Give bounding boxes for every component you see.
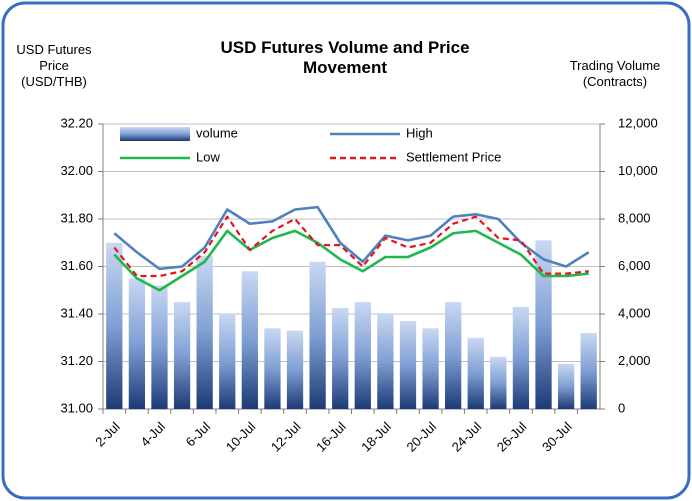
y-tick-label: 31.80 (60, 210, 93, 225)
bar (512, 306, 530, 409)
bar (106, 242, 123, 409)
bar (264, 328, 281, 409)
y-tick-label: 31.40 (60, 305, 93, 320)
bar (354, 302, 371, 409)
bar (241, 271, 258, 409)
line-series (113, 205, 590, 271)
bar (557, 363, 575, 409)
bar (219, 314, 236, 409)
legend-swatch (120, 127, 190, 141)
y2-axis-label: Trading Volume (Contracts) (569, 58, 661, 89)
y-tick-label: 32.20 (60, 115, 93, 130)
y-tick-label: 31.60 (60, 258, 93, 273)
line-series (113, 215, 589, 278)
y2-tick-label: 8,000 (618, 210, 651, 225)
bar (399, 321, 417, 409)
y2-tick-label: 12,000 (618, 115, 658, 130)
y-tick-label: 31.20 (60, 353, 93, 368)
bar (151, 285, 168, 409)
bar (490, 356, 507, 409)
bar (377, 314, 394, 409)
line-series (113, 229, 589, 292)
legend-label: Settlement Price (406, 149, 501, 164)
legend-label: High (406, 125, 433, 140)
y-axis-label: USD Futures Price (USD/THB) (16, 42, 92, 89)
y2-tick-label: 6,000 (618, 258, 651, 273)
bar (535, 240, 552, 409)
y2-tick-label: 2,000 (618, 353, 651, 368)
bar (128, 278, 146, 409)
bar (445, 302, 462, 409)
bar (173, 302, 191, 409)
bar (286, 330, 304, 409)
bar (580, 333, 597, 409)
bar (332, 308, 349, 409)
bar (309, 261, 326, 409)
legend-label: volume (196, 125, 238, 140)
y-tick-label: 31.00 (60, 400, 93, 415)
y2-tick-label: 4,000 (618, 305, 651, 320)
y-tick-label: 32.00 (60, 163, 93, 178)
bar (196, 255, 213, 409)
legend-label: Low (196, 149, 220, 164)
bar (422, 328, 439, 409)
chart-title: USD Futures Volume and Price Movement (220, 38, 470, 77)
y2-tick-label: 0 (618, 400, 625, 415)
y2-tick-label: 10,000 (618, 163, 658, 178)
bar (467, 337, 484, 409)
